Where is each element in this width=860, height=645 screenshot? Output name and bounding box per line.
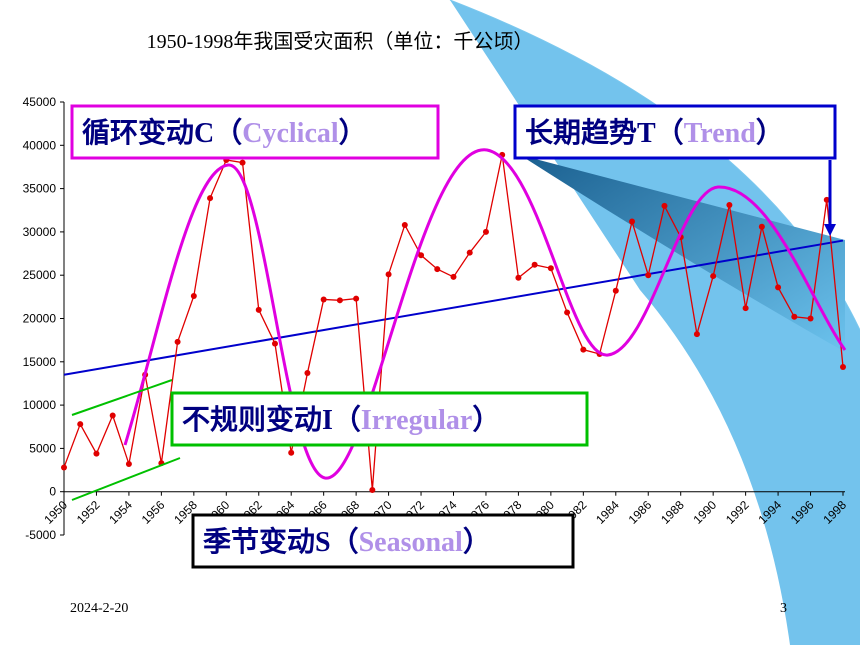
data-point — [288, 449, 295, 456]
y-tick-label: 15000 — [23, 355, 57, 369]
data-point — [239, 159, 246, 166]
arrow-head — [824, 224, 836, 236]
data-point — [661, 202, 668, 209]
annotation-part: 不规则变动I（ — [182, 403, 361, 436]
decor-wedge — [520, 155, 845, 352]
data-point — [693, 331, 700, 338]
y-tick-label: 40000 — [23, 138, 57, 152]
decor-arc — [450, 0, 860, 645]
footer-date: 2024-2-20 — [70, 601, 128, 616]
x-tick-label: 1952 — [74, 498, 103, 527]
data-point — [466, 249, 473, 256]
data-point — [385, 271, 392, 278]
y-tick-label: 35000 — [23, 182, 57, 196]
data-point — [547, 265, 554, 272]
x-tick-label: 1992 — [723, 498, 752, 527]
y-tick-label: 30000 — [23, 225, 57, 239]
data-point — [840, 363, 846, 370]
annotation-text: 长期趋势T（Trend） — [525, 116, 784, 149]
data-point — [125, 460, 132, 467]
data-point — [434, 266, 441, 273]
seasonal-guide — [71, 457, 181, 501]
data-point — [401, 221, 408, 228]
data-point — [271, 340, 278, 347]
data-point — [320, 296, 327, 303]
data-point — [775, 284, 782, 291]
data-point — [418, 252, 425, 259]
data-point — [336, 297, 343, 304]
data-point — [564, 309, 571, 316]
x-tick-label: 1990 — [691, 498, 720, 527]
annotation-part: Cyclical — [242, 118, 339, 149]
data-point — [580, 346, 587, 353]
annotation-part: ） — [463, 525, 491, 558]
x-tick-label: 1950 — [41, 498, 70, 527]
data-point — [207, 195, 214, 202]
annotation-part: Trend — [684, 118, 757, 149]
y-tick-label: 25000 — [23, 268, 57, 282]
y-tick-label: 0 — [49, 485, 56, 499]
x-tick-label: 1984 — [593, 498, 622, 527]
data-point — [369, 486, 376, 493]
seasonal-guide — [71, 379, 173, 416]
x-tick-label: 1954 — [106, 498, 135, 527]
data-point — [515, 274, 522, 281]
data-point — [645, 272, 652, 279]
data-point — [823, 196, 830, 203]
annotation-box — [513, 104, 837, 160]
data-point — [531, 261, 538, 268]
data-point — [629, 218, 636, 225]
data-point — [109, 412, 116, 419]
annotation-part: ） — [756, 116, 784, 149]
page-number: 3 — [780, 601, 787, 616]
data-point — [807, 315, 814, 322]
data-point — [710, 273, 717, 280]
annotation-part: Seasonal — [359, 527, 463, 558]
annotation-part: 季节变动S（ — [203, 525, 359, 558]
annotation-box — [170, 391, 589, 447]
data-point — [742, 305, 749, 312]
y-tick-label: -5000 — [25, 528, 56, 542]
annotation-text: 循环变动C（Cyclical） — [82, 116, 367, 149]
annotation-part: 长期趋势T（ — [525, 116, 684, 149]
series-line — [63, 239, 844, 376]
annotation-text: 不规则变动I（Irregular） — [182, 403, 500, 436]
data-point — [190, 292, 197, 299]
data-point — [353, 295, 360, 302]
data-point — [77, 421, 84, 428]
x-tick-label: 1988 — [658, 498, 687, 527]
y-tick-label: 45000 — [23, 95, 57, 109]
annotation-part: Irregular — [361, 405, 472, 436]
data-point — [174, 338, 181, 345]
x-tick-label: 1956 — [139, 498, 168, 527]
y-tick-label: 5000 — [29, 441, 56, 455]
data-point — [482, 228, 489, 235]
data-point — [726, 202, 733, 209]
cycle-curve — [123, 148, 847, 480]
data-point — [93, 450, 100, 457]
data-point — [304, 370, 311, 377]
annotation-text: 季节变动S（Seasonal） — [203, 525, 491, 558]
y-tick-label: 20000 — [23, 312, 57, 326]
annotation-part: 循环变动C（ — [82, 116, 242, 149]
y-tick-label: 10000 — [23, 398, 57, 412]
annotation-part: ） — [472, 403, 500, 436]
annotation-box — [70, 104, 440, 160]
x-tick-label: 1986 — [626, 498, 655, 527]
data-point — [61, 464, 67, 471]
data-point — [450, 273, 457, 280]
data-point — [758, 223, 765, 230]
data-point — [612, 287, 619, 294]
data-point — [791, 313, 798, 320]
annotation-box — [191, 513, 575, 569]
chart-title: 1950-1998年我国受灾面积（单位：千公顷） — [147, 30, 534, 53]
annotation-part: ） — [339, 116, 367, 149]
data-point — [255, 306, 262, 313]
